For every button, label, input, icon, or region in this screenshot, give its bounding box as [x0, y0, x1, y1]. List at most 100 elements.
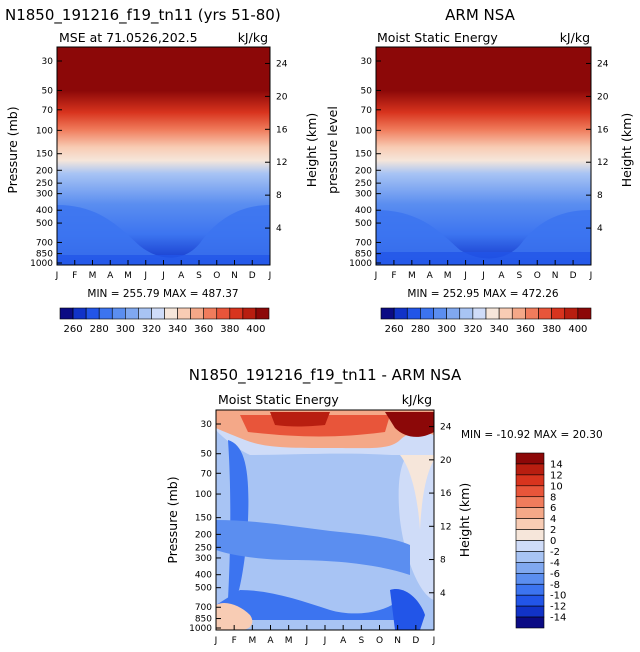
- colorbar-swatch: [472, 307, 487, 320]
- x-tick-label: J: [55, 271, 59, 281]
- height-tick-label: 8: [597, 191, 603, 201]
- pressure-tick-label: 700: [36, 238, 53, 248]
- pressure-tick-label: 300: [355, 190, 372, 200]
- colorbar-label: -8: [550, 580, 560, 591]
- height-tick-label: 8: [440, 556, 446, 566]
- panel-model-title: N1850_191216_f19_tn11 (yrs 51-80): [5, 6, 281, 25]
- panel-diff-left-negative: [228, 440, 249, 600]
- colorbar-label: 6: [550, 503, 556, 514]
- colorbar-label: 360: [194, 324, 213, 335]
- pressure-tick-label: 500: [195, 584, 212, 594]
- height-tick-label: 12: [440, 522, 451, 532]
- pressure-tick-label: 70: [361, 106, 373, 116]
- x-tick-label: S: [516, 271, 522, 281]
- pressure-tick-label: 50: [201, 450, 213, 460]
- panel-obs-title: ARM NSA: [445, 6, 515, 24]
- x-tick-label: J: [374, 271, 378, 281]
- panel-diff-mid-negative: [216, 520, 410, 575]
- colorbar-swatch: [515, 474, 545, 487]
- panel-model-lower-contour: [57, 205, 270, 265]
- colorbar-swatch: [515, 463, 545, 476]
- colorbar-label: 2: [550, 525, 556, 536]
- pressure-tick-label: 150: [355, 150, 372, 160]
- pressure-tick-label: 500: [355, 219, 372, 229]
- x-tick-label: O: [376, 636, 383, 646]
- colorbar-label: 260: [64, 324, 83, 335]
- panel-diff-ylabel-right: Height (km): [457, 483, 472, 557]
- x-tick-label: F: [72, 271, 77, 281]
- pressure-tick-label: 1000: [349, 259, 372, 269]
- colorbar-swatch: [515, 562, 545, 574]
- pressure-tick-label: 850: [355, 250, 372, 260]
- panel-diff-neutral-strip: [400, 455, 434, 530]
- pressure-tick-label: 100: [36, 126, 53, 136]
- x-tick-label: S: [358, 636, 364, 646]
- x-tick-label: O: [213, 271, 220, 281]
- pressure-tick-label: 150: [195, 514, 212, 524]
- x-tick-label: J: [323, 636, 327, 646]
- height-tick-label: 4: [440, 589, 446, 599]
- x-tick-label: J: [214, 636, 218, 646]
- x-tick-label: J: [463, 271, 467, 281]
- pressure-tick-label: 1000: [30, 259, 53, 269]
- pressure-tick-label: 50: [361, 86, 373, 96]
- pressure-tick-label: 70: [201, 469, 213, 479]
- pressure-tick-label: 700: [195, 603, 212, 613]
- colorbar-label: -4: [550, 558, 560, 569]
- panel-diff-upper-peak-b: [385, 412, 434, 437]
- panel-obs-height-ticks: 4 8 12 16 20 24: [586, 59, 609, 234]
- x-tick-label: J: [161, 271, 165, 281]
- panel-diff-lower-negative: [216, 590, 410, 620]
- colorbar-label: 300: [116, 324, 135, 335]
- colorbar-label: -14: [550, 613, 566, 624]
- pressure-tick-label: 400: [195, 571, 212, 581]
- colorbar-swatch: [59, 307, 74, 320]
- pressure-tick-label: 500: [36, 219, 53, 229]
- x-tick-label: N: [231, 271, 238, 281]
- pressure-tick-label: 700: [355, 238, 372, 248]
- pressure-tick-label: 30: [42, 57, 54, 67]
- height-tick-label: 20: [597, 92, 609, 102]
- colorbar-label: 10: [550, 481, 563, 492]
- panel-model-minmax: MIN = 255.79 MAX = 487.37: [87, 288, 238, 300]
- colorbar-swatch: [125, 307, 139, 320]
- colorbar-swatch: [515, 518, 545, 530]
- x-tick-label: D: [249, 271, 256, 281]
- height-tick-label: 20: [276, 92, 288, 102]
- colorbar-swatch: [138, 307, 152, 320]
- colorbar-label: 4: [550, 514, 556, 525]
- colorbar-swatch: [577, 307, 592, 320]
- x-tick-label: S: [196, 271, 202, 281]
- x-tick-label: A: [267, 636, 274, 646]
- colorbar-label: 380: [542, 324, 561, 335]
- x-tick-label: M: [408, 271, 416, 281]
- x-tick-label: M: [285, 636, 293, 646]
- pressure-tick-label: 100: [355, 126, 372, 136]
- x-tick-label: F: [391, 271, 396, 281]
- height-tick-label: 4: [276, 224, 282, 234]
- colorbar-swatch: [551, 307, 566, 320]
- x-tick-label: M: [89, 271, 97, 281]
- colorbar-swatch: [498, 307, 513, 320]
- colorbar-label: 400: [568, 324, 587, 335]
- height-tick-label: 16: [440, 489, 452, 499]
- colorbar-label: 8: [550, 492, 556, 503]
- height-tick-label: 12: [276, 158, 287, 168]
- colorbar-swatch: [216, 307, 231, 320]
- pressure-tick-label: 400: [355, 206, 372, 216]
- panel-diff-units: kJ/kg: [402, 392, 432, 407]
- panel-obs-ylabel-right: Height (km): [619, 113, 634, 187]
- pressure-tick-label: 100: [195, 490, 212, 500]
- panel-obs-left-label: Moist Static Energy: [377, 30, 498, 45]
- colorbar-swatch: [515, 573, 545, 585]
- colorbar-label: 400: [246, 324, 265, 335]
- panel-obs-units: kJ/kg: [560, 30, 590, 45]
- x-tick-label: D: [570, 271, 577, 281]
- colorbar-swatch: [111, 307, 126, 320]
- x-tick-label: A: [498, 271, 505, 281]
- pressure-tick-label: 300: [195, 554, 212, 564]
